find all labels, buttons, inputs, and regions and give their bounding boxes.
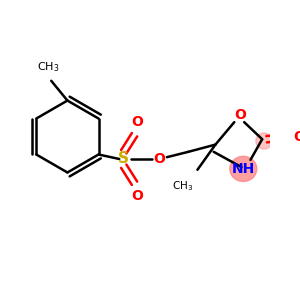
Text: O: O bbox=[154, 152, 166, 166]
Text: CH$_3$: CH$_3$ bbox=[172, 179, 193, 193]
Text: O: O bbox=[131, 189, 143, 203]
Text: O: O bbox=[131, 115, 143, 129]
Text: CH$_3$: CH$_3$ bbox=[37, 60, 60, 74]
Text: O: O bbox=[293, 130, 300, 144]
Ellipse shape bbox=[230, 156, 257, 182]
Ellipse shape bbox=[256, 133, 272, 149]
Text: O: O bbox=[234, 108, 246, 122]
Text: NH: NH bbox=[232, 162, 255, 176]
Text: S: S bbox=[118, 152, 129, 166]
